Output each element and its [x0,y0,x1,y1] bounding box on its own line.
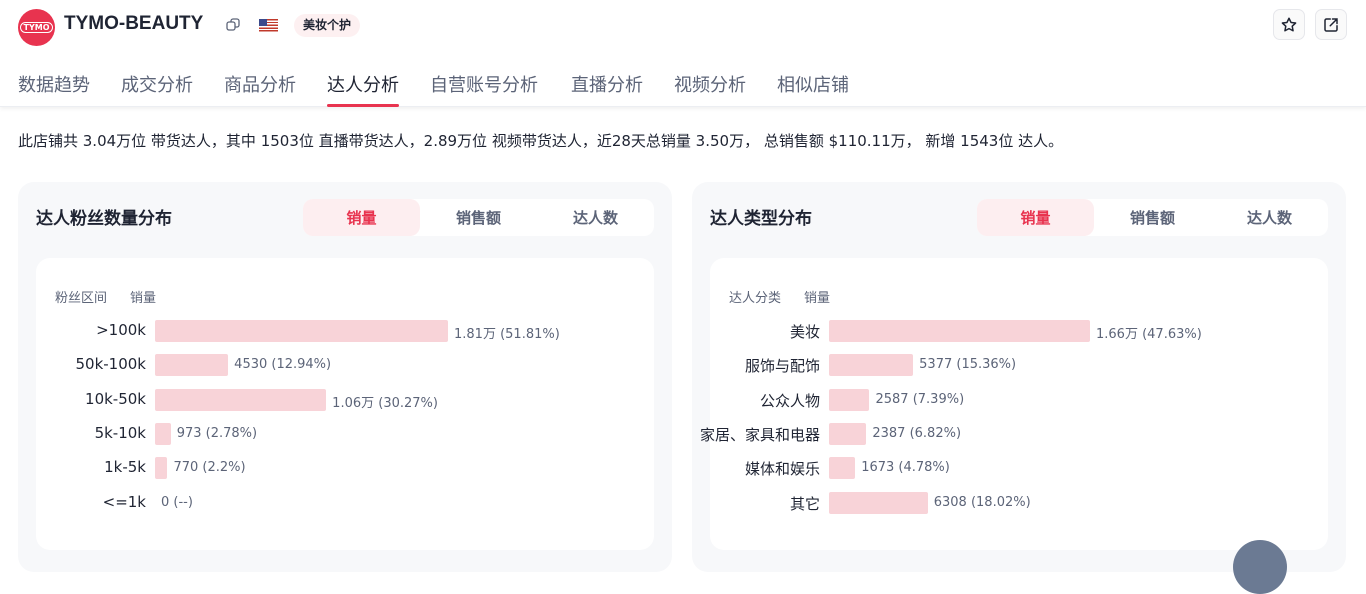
feedback-button[interactable] [1233,540,1287,594]
bar-value: 2587 (7.39%) [875,392,965,407]
open-external-button[interactable] [1315,9,1347,40]
bar[interactable] [829,320,1090,342]
bar[interactable] [829,457,856,479]
chart-row: <=1k 0 (--) [36,491,654,515]
bar-chart: 达人分类 销量美妆 1.66万 (47.63%) 服饰与配饰 5377 (15.36%)… [700,258,1328,550]
column-header: 销量 [130,291,157,306]
bar-label: 媒体和娱乐 [744,460,820,478]
chart-row: 其它 6308 (18.02%) [710,491,1328,515]
tab-5[interactable]: 直播分析 [571,75,643,96]
bar[interactable] [829,423,867,445]
tab-4[interactable]: 自营账号分析 [430,75,538,96]
bar-label: 其它 [789,495,820,513]
metric-tab[interactable]: 销售额 [1129,209,1175,227]
bar[interactable] [155,354,229,376]
favorite-button[interactable] [1273,9,1305,40]
bar-label: 服饰与配饰 [744,357,820,375]
tab-1[interactable]: 成交分析 [121,75,193,96]
column-header: 达人分类 [729,291,782,306]
bar-value: 1.06万 (30.27%) [332,396,438,411]
bar[interactable] [155,389,327,411]
creator-type-card: 达人类型分布 销量 销售额 达人数 达人分类 销量 美妆 1.66万 (47.63%) 服饰与配… [692,182,1346,572]
shop-name: TYMO-BEAUTY [64,13,204,34]
bar-value: 1.66万 (47.63%) [1096,327,1202,342]
chart-row: 5k-10k 973 (2.78%) [36,422,654,446]
chart-row: 家居、家具和电器 2387 (6.82%) [700,422,1328,446]
bar[interactable] [155,320,448,342]
chart-row: 服饰与配饰 5377 (15.36%) [710,353,1328,377]
metric-tab[interactable]: 销售额 [455,209,501,227]
chart-row: 10k-50k 1.06万 (30.27%) [36,388,654,412]
bar[interactable] [829,492,928,514]
bar-value: 1673 (4.78%) [861,460,950,475]
column-header: 销量 [804,291,831,306]
category-badge: 美妆个护 [294,14,361,37]
chart-row: 媒体和娱乐 1673 (4.78%) [710,456,1328,480]
metric-tab[interactable]: 销量 [303,199,420,236]
chart-row: >100k 1.81万 (51.81%) [36,319,654,343]
chart-row: 50k-100k 4530 (12.94%) [36,353,654,377]
bar[interactable] [155,423,171,445]
bar-chart: 粉丝区间 销量 >100k 1.81万 (51.81%) 50k-100k 4530 (1… [36,258,654,550]
bar-label: <=1k [102,493,146,511]
fan-count-card: 达人粉丝数量分布 销量 销售额 达人数 粉丝区间 销量 >100k 1.81万 (51.81%… [18,182,672,572]
bar-label: 美妆 [789,323,820,341]
card-title: 达人类型分布 [710,209,812,229]
bar-value: 6308 (18.02%) [933,495,1031,510]
bar-label: >100k [96,321,146,339]
bar[interactable] [829,354,914,376]
us-flag-icon [259,19,278,32]
bar[interactable] [829,389,870,411]
external-link-icon [1324,17,1338,32]
chart-row: 公众人物 2587 (7.39%) [710,388,1328,412]
column-header: 粉丝区间 [55,291,108,306]
bar-value: 1.81万 (51.81%) [454,327,560,342]
metric-tab[interactable]: 达人数 [1246,209,1292,227]
bar-label: 1k-5k [104,458,146,476]
bar-value: 0 (--) [161,495,193,510]
shop-header: TYMO TYMO-BEAUTY 美妆个护 数据趋势 成交分析 商品分析 达人分析 自营… [0,0,1366,107]
bar-label: 50k-100k [75,355,146,373]
chart-row: 美妆 1.66万 (47.63%) [710,319,1328,343]
metric-tab[interactable]: 达人数 [572,209,618,227]
tab-3[interactable]: 达人分析 [327,71,399,107]
metric-tab[interactable]: 销量 [977,199,1094,236]
tab-2[interactable]: 商品分析 [224,75,296,96]
tab-7[interactable]: 相似店铺 [777,75,849,96]
bar-value: 5377 (15.36%) [919,357,1017,372]
tab-6[interactable]: 视频分析 [674,75,746,96]
chart-row: 1k-5k 770 (2.2%) [36,456,654,480]
bar-label: 公众人物 [759,392,820,410]
metric-switch: 销量 销售额 达人数 [977,199,1328,236]
metric-switch: 销量 销售额 达人数 [303,199,654,236]
copy-icon[interactable] [226,18,240,32]
summary-text: 此店铺共 3.04万位 带货达人，其中 1503位 直播带货达人，2.89万位 … [18,132,1064,150]
card-title: 达人粉丝数量分布 [36,209,172,229]
bar-label: 5k-10k [94,424,146,442]
bar-value: 4530 (12.94%) [234,357,332,372]
bar-value: 770 (2.2%) [173,460,246,475]
bar-value: 973 (2.78%) [176,426,258,441]
star-icon [1281,17,1297,32]
bar-label: 10k-50k [85,390,146,408]
bar[interactable] [155,457,168,479]
bar-label: 家居、家具和电器 [699,426,820,444]
bar-value: 2387 (6.82%) [872,426,962,441]
shop-logo: TYMO [18,9,55,46]
tab-0[interactable]: 数据趋势 [18,75,90,96]
